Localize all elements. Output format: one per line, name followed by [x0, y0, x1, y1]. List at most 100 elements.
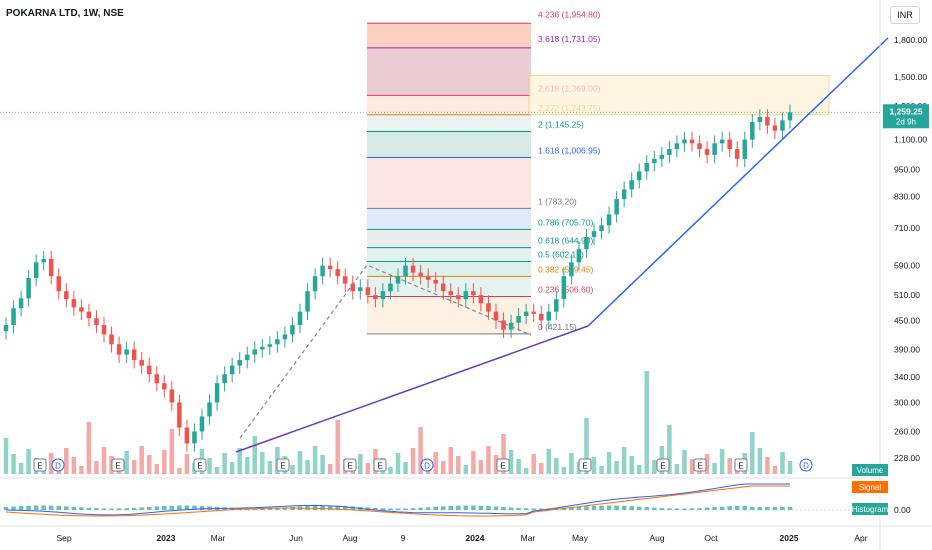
candle-body	[335, 269, 340, 277]
price-tick-label: 510.00	[894, 290, 920, 300]
volume-bar	[403, 462, 408, 474]
price-tick-label: 340.00	[894, 372, 920, 382]
candle-body	[734, 149, 740, 159]
candles	[3, 104, 793, 452]
histogram-bar	[772, 507, 778, 510]
histogram-bar	[260, 508, 265, 510]
candle-body	[290, 324, 295, 335]
histogram-bar	[471, 505, 476, 510]
histogram-bar	[440, 506, 446, 510]
histogram-bar	[327, 505, 333, 510]
volume-bar	[636, 465, 642, 474]
time-tick-label: Oct	[704, 533, 718, 543]
candle-body	[139, 360, 144, 366]
candle-body	[124, 349, 129, 355]
histogram-bar	[780, 507, 785, 510]
dividend-marker	[799, 458, 813, 472]
earnings-marker	[734, 458, 748, 472]
candle-body	[252, 349, 258, 355]
histogram-bar	[395, 508, 401, 510]
candle-body	[516, 316, 521, 323]
histogram-bar	[48, 505, 54, 510]
event-marker-label: E	[697, 462, 702, 471]
candle-body	[561, 276, 567, 300]
volume-bar	[214, 467, 220, 474]
histogram-bar	[456, 505, 461, 510]
candle-body	[214, 383, 220, 403]
candle-body	[471, 291, 476, 296]
candle-body	[56, 276, 62, 292]
candle-body	[267, 344, 273, 347]
event-marker-label: E	[37, 462, 42, 471]
histogram-bar	[335, 505, 340, 510]
candle-body	[538, 313, 544, 321]
volume-bar	[621, 447, 627, 474]
candle-body	[71, 299, 77, 308]
histogram-bar	[101, 508, 107, 510]
histogram-bar	[757, 507, 763, 510]
upper-trendline	[587, 37, 889, 327]
price-tick-label: 710.00	[894, 223, 920, 233]
signal-label: Signal	[859, 483, 881, 492]
event-marker-label: E	[738, 462, 743, 471]
volume-bar	[297, 451, 303, 474]
histogram-bar	[18, 506, 24, 510]
candle-body	[727, 139, 732, 150]
volume-bar	[463, 465, 469, 474]
histogram-bar	[131, 507, 137, 510]
volume-bar	[508, 450, 514, 474]
histogram-bar	[388, 508, 393, 510]
volume-bar	[652, 460, 657, 474]
earnings-marker	[193, 458, 207, 472]
candle-body	[275, 339, 280, 345]
price-tick-label: 830.00	[894, 192, 920, 202]
histogram-bar	[712, 507, 717, 510]
histogram-bar	[523, 508, 529, 510]
volume-bar	[177, 468, 182, 474]
histogram-bar	[508, 507, 514, 510]
fib-level-label: 0.5 (602.15)	[538, 250, 584, 260]
fib-zone	[367, 247, 531, 262]
candle-body	[312, 276, 318, 292]
earnings-marker	[693, 458, 707, 472]
currency-selector[interactable]: INR	[890, 6, 920, 24]
candle-body	[184, 427, 190, 444]
histogram-bar	[282, 507, 288, 510]
volume-bar	[456, 456, 461, 474]
histogram-bar	[652, 507, 657, 510]
volume-bar	[486, 446, 491, 474]
candle-body	[410, 265, 416, 273]
fib-zone	[367, 276, 531, 297]
histogram-bar	[727, 506, 732, 510]
fib-zone	[367, 296, 531, 334]
volume-bar	[244, 457, 250, 474]
candle-body	[229, 365, 235, 375]
time-tick-label: 9	[401, 533, 406, 543]
fib-zone	[367, 95, 531, 115]
candle-body	[493, 311, 499, 321]
candle-body	[222, 374, 227, 384]
time-tick-label: May	[572, 533, 589, 543]
candle-body	[237, 360, 242, 366]
volume-bar	[11, 454, 16, 474]
candle-body	[712, 143, 717, 155]
countdown-label: 2d 9h	[896, 117, 916, 126]
price-tick-label: 450.00	[894, 315, 920, 325]
volume-bar	[599, 466, 604, 474]
fib-level-label: 2 (1,145.25)	[538, 119, 584, 129]
volume-bar	[260, 452, 265, 474]
histogram-bar	[765, 507, 770, 510]
histogram-bar	[576, 506, 582, 510]
histogram-bar	[192, 505, 197, 510]
histogram-bar	[342, 506, 348, 510]
candle-body	[358, 287, 363, 292]
trend-lines[interactable]	[235, 37, 889, 453]
fib-zone	[367, 23, 531, 48]
time-tick-label: 2024	[466, 533, 485, 543]
chart-title: POKARNA LTD, 1W, NSE	[6, 8, 124, 19]
volume-bar	[327, 464, 333, 474]
candle-body	[131, 349, 137, 361]
fibonacci-extension[interactable]: 4.236 (1,954.80)3.618 (1,731.05)2.618 (1…	[367, 9, 830, 335]
earnings-marker	[496, 458, 510, 472]
